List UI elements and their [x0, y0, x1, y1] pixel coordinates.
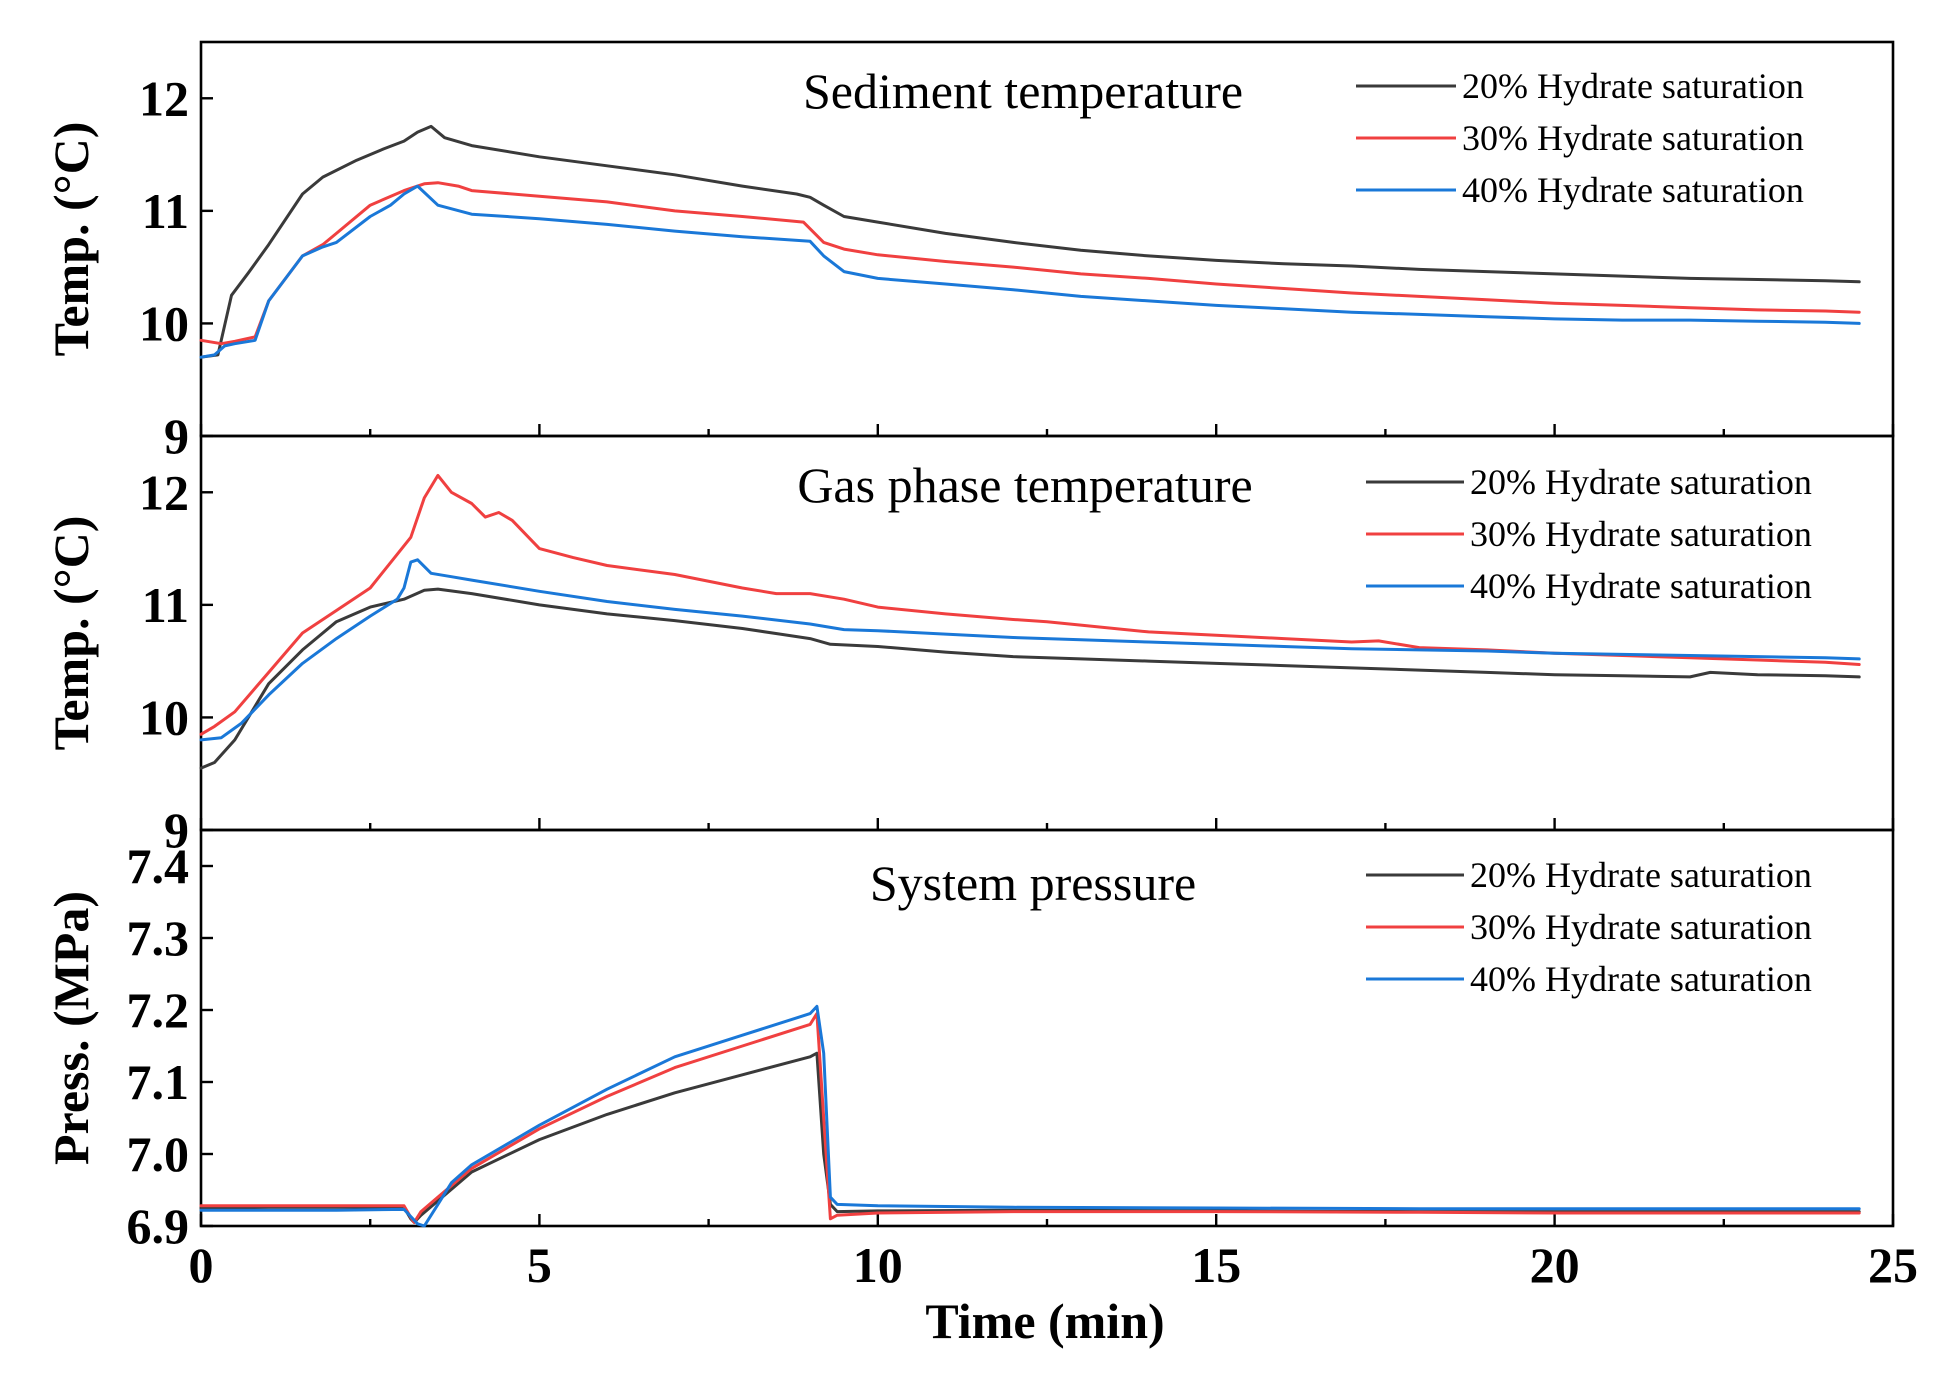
x-axis: 0 5 10 15 20 25 [189, 1237, 1919, 1293]
legend-label: 30% Hydrate saturation [1470, 514, 1812, 554]
x-tick-label: 20 [1530, 1237, 1580, 1293]
legend-label: 20% Hydrate saturation [1462, 66, 1804, 106]
y-tick-label: 7.0 [127, 1126, 190, 1182]
panel-title: Gas phase temperature [797, 457, 1252, 513]
panel-sediment-temperature: 9 10 11 12 Temp. (°C) Sediment temperature 20%… [43, 40, 1895, 464]
y-tick-label: 7.3 [127, 910, 190, 966]
y-tick-label: 6.9 [127, 1198, 190, 1254]
series-line-20-hydrate-saturation [199, 124, 1861, 359]
y-tick-label: 12 [139, 464, 189, 520]
legend-label: 30% Hydrate saturation [1462, 118, 1804, 158]
y-tick-label: 7.4 [127, 838, 190, 894]
series-line-40-hydrate-saturation [199, 184, 1861, 359]
x-tick-label: 5 [527, 1237, 552, 1293]
series-line-20-hydrate-saturation [199, 587, 1861, 770]
y-tick-label: 10 [139, 689, 189, 745]
y-tick-label: 9 [164, 802, 189, 858]
panel-gas-phase-temperature: 9 10 11 12 Temp. (°C) Gas phase temperature 20… [43, 434, 1895, 858]
y-tick-label: 11 [142, 183, 189, 239]
panel-title: System pressure [870, 855, 1196, 911]
series-line-40-hydrate-saturation [199, 1004, 1861, 1228]
y-tick-label: 10 [139, 295, 189, 351]
x-tick-label: 25 [1868, 1237, 1918, 1293]
legend-label: 40% Hydrate saturation [1470, 959, 1812, 999]
series-line-20-hydrate-saturation [199, 1051, 1861, 1224]
y-axis-title: Temp. (°C) [43, 516, 99, 751]
y-axis-title: Press. (MPa) [43, 891, 99, 1165]
x-tick-label: 0 [189, 1237, 214, 1293]
x-tick-label: 15 [1191, 1237, 1241, 1293]
y-tick-label: 7.2 [127, 982, 190, 1038]
x-tick-label: 10 [853, 1237, 903, 1293]
x-axis-title: Time (min) [925, 1293, 1164, 1349]
y-tick-label: 9 [164, 408, 189, 464]
series-line-40-hydrate-saturation [199, 558, 1861, 742]
series-line-30-hydrate-saturation [199, 473, 1861, 736]
y-tick-label: 7.1 [127, 1054, 190, 1110]
legend-label: 40% Hydrate saturation [1470, 566, 1812, 606]
y-axis-title: Temp. (°C) [43, 122, 99, 357]
legend-label: 40% Hydrate saturation [1462, 170, 1804, 210]
legend-label: 30% Hydrate saturation [1470, 907, 1812, 947]
panel-system-pressure: 6.9 7.0 7.1 7.2 7.3 7.4 Press. (MPa) System pre… [43, 828, 1895, 1254]
y-tick-label: 11 [142, 577, 189, 633]
y-tick-label: 12 [139, 70, 189, 126]
legend-label: 20% Hydrate saturation [1470, 855, 1812, 895]
legend-label: 20% Hydrate saturation [1470, 462, 1812, 502]
series-line-30-hydrate-saturation [199, 181, 1861, 346]
panel-title: Sediment temperature [803, 63, 1243, 119]
